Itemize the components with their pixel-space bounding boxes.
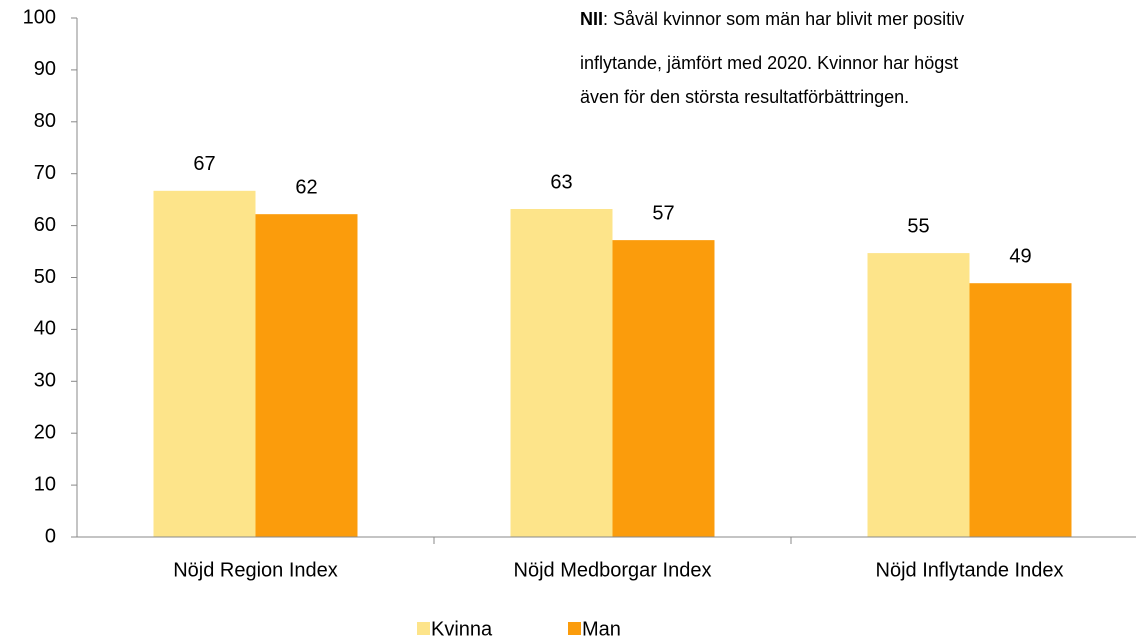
y-tick-label: 80 — [34, 110, 56, 132]
y-tick-label: 0 — [45, 525, 56, 547]
bar — [153, 190, 256, 537]
value-label: 62 — [295, 176, 317, 198]
y-tick-label: 30 — [34, 370, 56, 392]
bar — [612, 240, 715, 537]
legend-swatch — [568, 622, 581, 635]
annotation-line: även för den största resultatförbättring… — [580, 87, 909, 107]
annotation-line: inflytande, jämfört med 2020. Kvinnor ha… — [580, 53, 958, 73]
y-tick-label: 50 — [34, 266, 56, 288]
annotation-line: : Såväl kvinnor som män har blivit mer p… — [603, 9, 964, 29]
bar — [510, 208, 613, 537]
value-label: 67 — [193, 153, 215, 175]
bar — [969, 283, 1072, 537]
bar — [867, 253, 970, 537]
y-tick-label: 70 — [34, 162, 56, 184]
legend-label: Man — [582, 618, 621, 640]
y-tick-label: 10 — [34, 473, 56, 495]
x-tick-label: Nöjd Inflytande Index — [876, 559, 1064, 581]
annotation: NII: Såväl kvinnor som män har blivit me… — [580, 9, 964, 29]
y-tick-label: 90 — [34, 58, 56, 80]
legend-label: Kvinna — [431, 618, 493, 640]
x-tick-label: Nöjd Medborgar Index — [514, 559, 712, 581]
value-label: 63 — [550, 171, 572, 193]
annotation-bold: NII — [580, 9, 603, 29]
value-label: 55 — [907, 215, 929, 237]
bar — [255, 214, 358, 537]
value-label: 57 — [652, 202, 674, 224]
y-tick-label: 20 — [34, 421, 56, 443]
value-label: 49 — [1009, 245, 1031, 267]
y-tick-label: 60 — [34, 214, 56, 236]
x-tick-label: Nöjd Region Index — [173, 559, 338, 581]
y-tick-label: 100 — [23, 6, 56, 28]
y-tick-label: 40 — [34, 318, 56, 340]
legend-swatch — [417, 622, 430, 635]
